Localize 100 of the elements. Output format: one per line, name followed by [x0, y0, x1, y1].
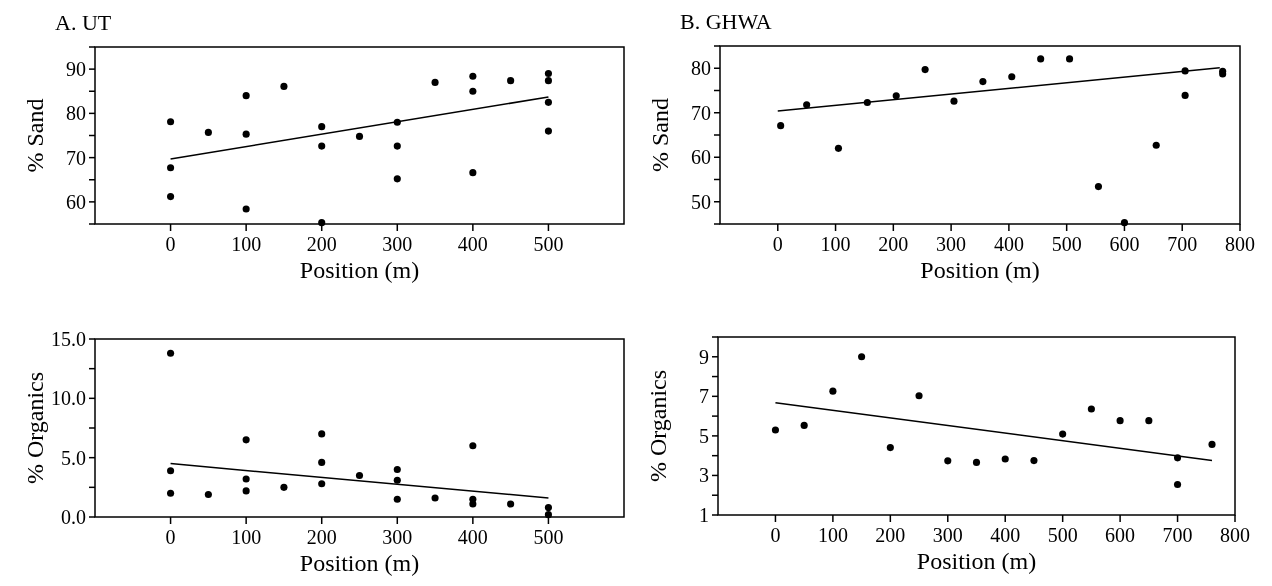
point: [1059, 430, 1067, 438]
x-tick-label: 200: [878, 233, 909, 255]
x-tick-label: 0: [165, 526, 176, 548]
x-tick-label: 400: [990, 524, 1021, 546]
point: [1208, 440, 1216, 448]
point: [242, 92, 250, 100]
point: [242, 205, 250, 213]
point: [1008, 73, 1016, 81]
y-tick-label: 80: [691, 57, 711, 80]
point: [892, 92, 900, 100]
point: [318, 430, 326, 438]
point: [431, 78, 439, 86]
point: [393, 142, 401, 150]
point: [167, 164, 175, 172]
point: [1065, 55, 1074, 63]
point: [469, 442, 477, 450]
x-tick-label: 0: [770, 524, 781, 546]
x-tick-label: 400: [993, 233, 1024, 255]
point: [950, 97, 958, 105]
x-axis-title: Position (m): [920, 257, 1040, 283]
point: [979, 78, 987, 86]
point: [829, 387, 837, 395]
point: [544, 77, 552, 85]
point: [393, 495, 401, 503]
y-axis-title: % Organics: [645, 369, 671, 483]
point: [204, 490, 212, 499]
point: [242, 130, 250, 138]
point: [972, 458, 981, 466]
x-tick-label: 100: [817, 524, 848, 546]
x-tick-label: 700: [1167, 233, 1198, 255]
y-axis-title: % Sand: [647, 98, 673, 172]
point: [944, 457, 952, 465]
point: [771, 426, 780, 434]
y-tick-label: 10.0: [51, 387, 86, 410]
x-tick-label: 600: [1109, 233, 1140, 255]
point: [204, 128, 212, 136]
point: [469, 169, 477, 177]
x-tick-label: 300: [932, 524, 963, 546]
point: [167, 467, 175, 475]
y-tick-label: 7: [699, 385, 709, 408]
x-tick-label: 500: [1051, 233, 1082, 255]
y-tick-label: 60: [66, 190, 86, 213]
point: [393, 175, 401, 183]
y-tick-label: 5: [699, 424, 709, 447]
x-tick-label: 200: [875, 524, 906, 546]
point: [858, 353, 866, 361]
point: [242, 475, 250, 483]
x-tick-label: 200: [306, 233, 337, 255]
point: [167, 118, 175, 126]
y-tick-label: 90: [66, 58, 86, 81]
point: [280, 82, 288, 90]
x-tick-label: 800: [1220, 524, 1250, 546]
y-tick-label: 3: [699, 464, 709, 487]
point: [507, 77, 515, 85]
point: [1116, 417, 1124, 425]
point: [803, 101, 811, 109]
point: [1152, 141, 1160, 149]
x-tick-label: 300: [382, 233, 413, 255]
x-tick-label: 400: [457, 233, 488, 255]
point: [318, 142, 326, 150]
x-tick-label: 300: [936, 233, 967, 255]
x-tick-label: 300: [382, 526, 413, 548]
point: [544, 511, 552, 519]
y-tick-label: 70: [66, 146, 86, 169]
point: [469, 500, 477, 508]
y-tick-label: 5.0: [61, 446, 86, 469]
y-axis-title: % Sand: [22, 98, 48, 173]
point: [242, 436, 250, 444]
y-tick-label: 70: [691, 101, 711, 124]
x-tick-label: 500: [533, 526, 564, 548]
y-tick-label: 80: [66, 102, 86, 125]
x-tick-label: 700: [1162, 524, 1193, 546]
point: [242, 487, 250, 495]
point: [167, 349, 175, 357]
point: [777, 122, 785, 130]
point: [318, 123, 326, 131]
x-tick-label: 800: [1225, 233, 1255, 255]
y-tick-label: 50: [691, 190, 711, 213]
x-tick-label: 0: [165, 233, 176, 255]
point: [1120, 219, 1129, 227]
point: [1173, 480, 1182, 489]
x-axis-title: Position (m): [299, 550, 420, 576]
point: [393, 476, 401, 484]
point: [915, 392, 923, 400]
point: [1094, 183, 1103, 191]
x-tick-label: 200: [306, 526, 337, 548]
x-tick-label: 500: [533, 233, 564, 255]
point: [1087, 405, 1095, 413]
point: [544, 98, 552, 106]
point: [469, 87, 477, 95]
x-tick-label: 600: [1105, 524, 1136, 546]
point: [393, 465, 401, 474]
point: [834, 144, 843, 152]
point: [318, 480, 326, 488]
point: [1037, 55, 1045, 63]
point: [318, 219, 326, 227]
x-axis-title: Position (m): [299, 257, 420, 283]
point: [431, 494, 439, 502]
point: [507, 500, 515, 508]
point: [544, 127, 552, 135]
